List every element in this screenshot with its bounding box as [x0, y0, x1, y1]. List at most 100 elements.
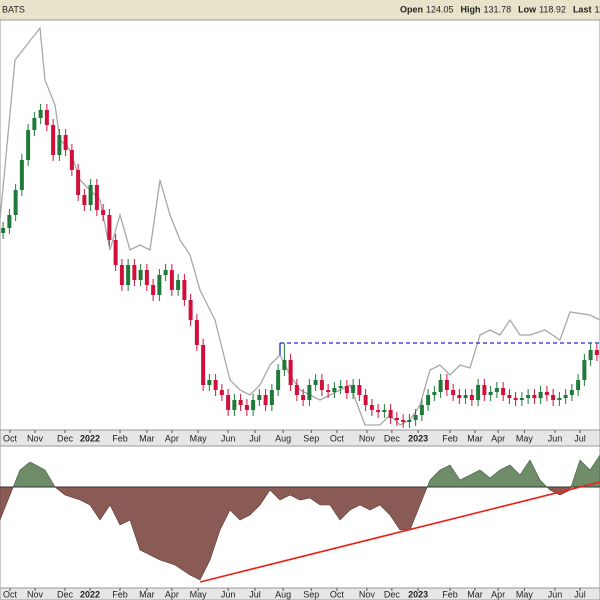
candle-body	[69, 150, 74, 170]
x-tick-label: Jul	[249, 433, 261, 443]
x-tick-label: Mar	[467, 589, 483, 599]
symbol: BATS	[2, 4, 25, 14]
candle-body	[507, 395, 512, 398]
candle-body	[457, 395, 462, 398]
candle-body	[163, 270, 168, 275]
candle-body	[26, 130, 31, 160]
candle-body	[482, 385, 487, 395]
quote-value: 118.92	[539, 4, 566, 14]
candle-body	[201, 345, 206, 385]
candle-body	[244, 405, 249, 410]
x-tick-label: Jul	[249, 589, 261, 599]
x-tick-label: 2022	[80, 433, 100, 443]
x-tick-label: Oct	[3, 589, 18, 599]
quote-label: High	[461, 4, 481, 14]
candle-body	[563, 395, 568, 398]
candle-body	[132, 265, 137, 280]
candle-body	[369, 405, 374, 410]
candle-body	[576, 380, 581, 390]
x-tick-label: Jun	[221, 433, 236, 443]
candle-body	[113, 240, 118, 265]
quote-label: Last	[573, 4, 592, 14]
x-tick-label: Mar	[139, 433, 155, 443]
x-tick-label: Feb	[112, 433, 128, 443]
candle-body	[426, 395, 431, 405]
candle-body	[588, 350, 593, 360]
x-tick-label: Dec	[384, 433, 401, 443]
x-tick-label: Jun	[548, 433, 563, 443]
candle-body	[594, 350, 599, 355]
candle-body	[557, 398, 562, 400]
candle-body	[157, 275, 162, 295]
candle-body	[82, 195, 87, 205]
candle-body	[138, 270, 143, 280]
candle-body	[76, 170, 81, 195]
candle-body	[382, 410, 387, 412]
candle-body	[301, 395, 306, 400]
x-tick-label: Oct	[330, 433, 345, 443]
main-panel	[0, 19, 600, 431]
candle-body	[494, 388, 499, 392]
main-plot	[0, 26, 600, 428]
candle-body	[582, 360, 587, 380]
relative-line	[0, 26, 600, 426]
candle-body	[469, 395, 474, 400]
x-tick-label: Jun	[221, 589, 236, 599]
candle-body	[319, 380, 324, 390]
candle-body	[463, 395, 468, 398]
candle-body	[413, 415, 418, 420]
candle-body	[488, 392, 493, 395]
positive-area	[0, 454, 600, 487]
candle-body	[63, 135, 68, 150]
x-tick-label: Mar	[467, 433, 483, 443]
quote-value: 124.05	[426, 4, 454, 14]
x-tick-label: Apr	[165, 589, 179, 599]
candle-body	[251, 400, 256, 410]
candle-body	[101, 210, 106, 215]
candle-body	[276, 370, 281, 390]
x-tick-label: May	[190, 433, 208, 443]
x-tick-label: Sep	[303, 433, 319, 443]
x-tick-label: Apr	[491, 433, 505, 443]
trend-line	[199, 481, 600, 583]
candle-body	[176, 280, 181, 290]
x-tick-label: 2023	[408, 589, 428, 599]
x-tick-label: Oct	[3, 433, 18, 443]
x-tick-label: Feb	[442, 589, 458, 599]
x-tick-label: Dec	[57, 589, 74, 599]
candle-body	[394, 418, 399, 420]
x-tick-label: Oct	[330, 589, 345, 599]
quote-value: 11	[594, 4, 600, 14]
x-tick-label: Aug	[275, 589, 291, 599]
candle-body	[551, 395, 556, 400]
candle-body	[476, 385, 481, 400]
header-bar	[0, 0, 600, 20]
candle-body	[7, 215, 12, 228]
x-tick-label: Nov	[27, 589, 44, 599]
candle-body	[263, 395, 268, 405]
candle-body	[32, 118, 37, 130]
x-tick-label: Feb	[442, 433, 458, 443]
candle-body	[119, 265, 124, 285]
x-tick-label: May	[516, 433, 534, 443]
candle-body	[126, 265, 131, 285]
candle-body	[569, 390, 574, 395]
candle-body	[401, 420, 406, 422]
candle-body	[519, 398, 524, 400]
candle-body	[182, 280, 187, 300]
candle-body	[419, 405, 424, 415]
candle-body	[451, 390, 456, 395]
candle-body	[526, 395, 531, 398]
candle-body	[501, 388, 506, 395]
candle-body	[532, 395, 537, 398]
candle-body	[51, 125, 56, 155]
candle-body	[38, 110, 43, 118]
candle-body	[238, 400, 243, 405]
candle-body	[544, 392, 549, 395]
candle-body	[1, 228, 6, 233]
lower-plot	[0, 454, 600, 583]
x-tick-label: 2022	[80, 589, 100, 599]
negative-area	[0, 487, 600, 581]
x-tick-label: Apr	[165, 433, 179, 443]
